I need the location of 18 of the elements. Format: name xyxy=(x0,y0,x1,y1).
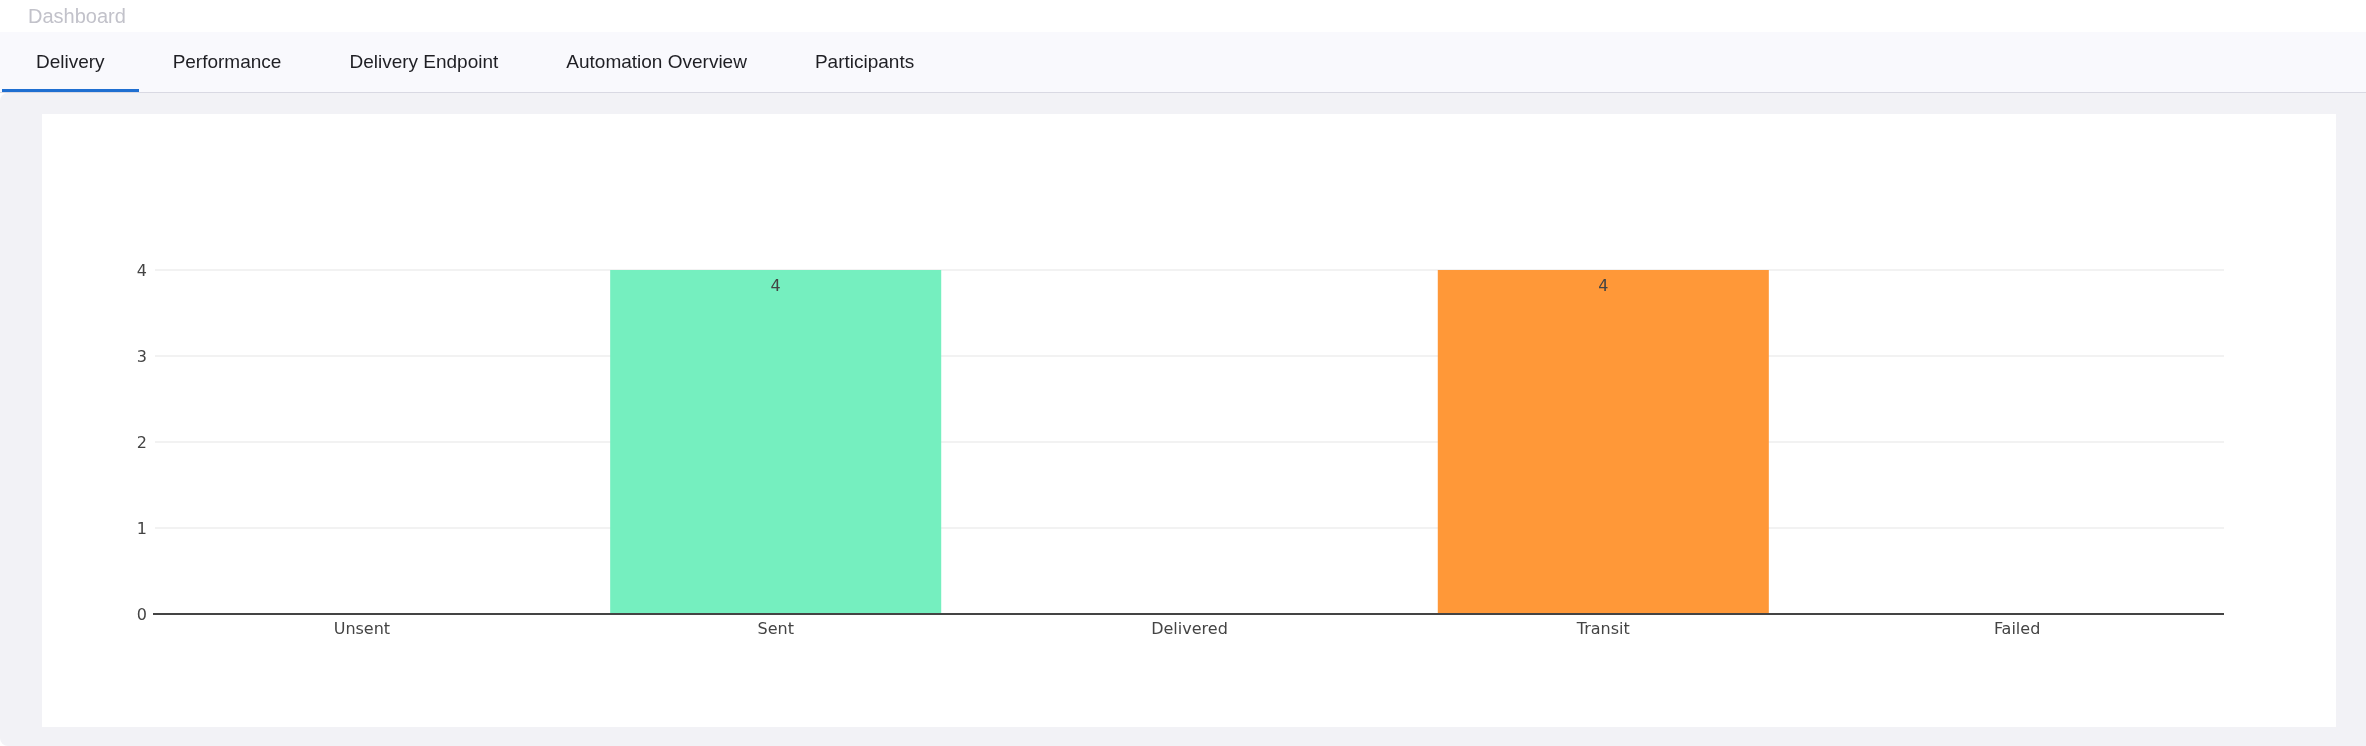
data-label: 4 xyxy=(1598,276,1609,295)
data-label: 4 xyxy=(770,276,781,295)
x-tick-label: Failed xyxy=(1993,619,2041,638)
text: Delivery xyxy=(36,51,105,73)
text: Performance xyxy=(172,51,282,73)
chart-title: Dashboard xyxy=(28,4,126,28)
y-tick-label: 4 xyxy=(136,260,147,280)
x-tick-label: Transit xyxy=(1575,619,1630,638)
y-tick-label: 1 xyxy=(136,518,147,538)
text: Delivery Endpoint xyxy=(349,51,499,73)
y-tick-label: 3 xyxy=(136,346,147,366)
x-tick-label: Unsent xyxy=(333,619,391,638)
y-tick-label: 0 xyxy=(136,604,147,624)
text: Participants xyxy=(814,51,915,73)
y-tick-label: 2 xyxy=(136,432,147,452)
x-tick-label: Delivered xyxy=(1151,619,1228,638)
text: Automation Overview xyxy=(566,51,747,73)
x-tick-label: Sent xyxy=(757,619,794,638)
